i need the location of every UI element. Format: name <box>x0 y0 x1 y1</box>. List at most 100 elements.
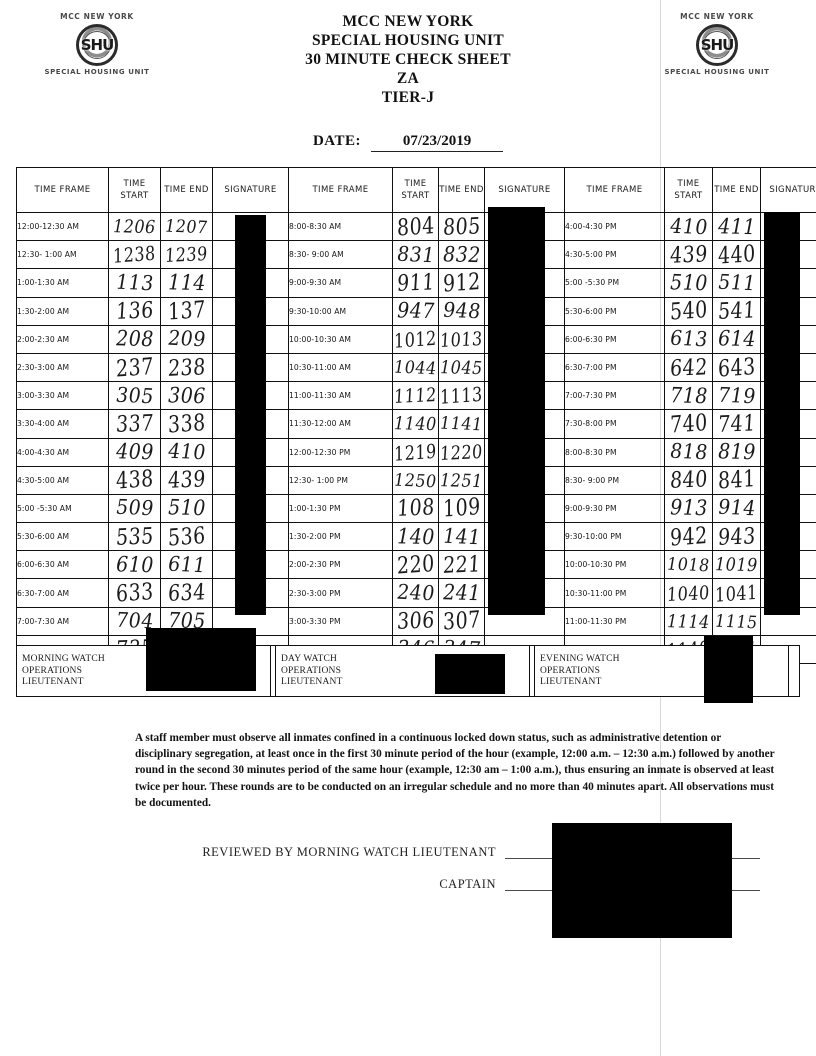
cell-time-end-2[interactable]: 1013 <box>438 324 485 354</box>
cell-time-start-3[interactable]: 439 <box>664 240 713 270</box>
cell-time-end-1[interactable]: 410 <box>160 437 213 467</box>
cell-time-end-1[interactable]: 306 <box>160 381 213 411</box>
cell-time-end-3[interactable]: 719 <box>712 381 761 411</box>
cell-time-start-1[interactable]: 113 <box>108 268 161 298</box>
cell-time-start-3[interactable]: 942 <box>664 522 713 551</box>
cell-time-start-1[interactable]: 633 <box>108 578 161 608</box>
cell-time-start-3[interactable]: 718 <box>664 381 713 411</box>
cell-time-end-2[interactable]: 221 <box>438 550 485 580</box>
cell-time-end-1[interactable]: 439 <box>160 465 213 495</box>
cell-time-start-3[interactable]: 1040 <box>664 578 713 608</box>
cell-time-end-3[interactable]: 1019 <box>712 550 761 580</box>
cell-time-start-2[interactable]: 306 <box>392 606 439 636</box>
cell-time-end-1[interactable]: 536 <box>160 522 213 551</box>
cell-time-end-1[interactable]: 238 <box>160 352 213 383</box>
cell-time-start-3[interactable]: 1018 <box>664 550 713 580</box>
cell-time-end-3[interactable]: 614 <box>712 324 761 354</box>
cell-time-start-1[interactable]: 305 <box>108 381 161 411</box>
cell-time-end-3[interactable]: 914 <box>712 493 761 524</box>
cell-time-start-3[interactable]: 818 <box>664 437 713 467</box>
cell-time-start-2[interactable]: 1219 <box>392 437 439 467</box>
handwritten-time-start: 113 <box>113 270 156 296</box>
cell-time-start-2[interactable]: 1112 <box>392 381 439 411</box>
cell-time-start-2[interactable]: 240 <box>392 578 439 608</box>
cell-time-start-3[interactable]: 642 <box>664 352 713 383</box>
cell-time-end-1[interactable]: 634 <box>160 578 213 608</box>
cell-time-end-1[interactable]: 1207 <box>160 211 213 242</box>
cell-time-end-2[interactable]: 912 <box>438 268 485 298</box>
cell-time-start-2[interactable]: 911 <box>392 268 439 298</box>
cell-time-end-2[interactable]: 307 <box>438 606 485 636</box>
cell-time-end-1[interactable]: 114 <box>160 268 213 298</box>
cell-time-end-2[interactable]: 141 <box>438 522 485 552</box>
cell-time-end-3[interactable]: 1041 <box>712 578 761 608</box>
cell-time-start-1[interactable]: 535 <box>108 522 161 552</box>
handwritten-time-end: 841 <box>717 465 756 496</box>
cell-time-end-2[interactable]: 1113 <box>438 381 485 411</box>
cell-time-start-3[interactable]: 613 <box>664 324 713 354</box>
cell-time-end-2[interactable]: 948 <box>438 296 485 326</box>
cell-time-start-1[interactable]: 208 <box>108 324 161 354</box>
cell-time-start-2[interactable]: 1012 <box>392 324 439 354</box>
cell-time-frame-1: 3:00-3:30 AM <box>16 381 109 411</box>
redaction-bar-signature-2 <box>488 207 545 615</box>
cell-time-start-2[interactable]: 831 <box>392 240 439 270</box>
cell-time-end-3[interactable]: 819 <box>712 437 761 467</box>
cell-time-start-1[interactable]: 136 <box>108 296 161 326</box>
handwritten-time-start: 818 <box>667 439 710 465</box>
cell-time-end-3[interactable]: 440 <box>712 240 761 270</box>
table-row: 1:30-2:00 AM 136 137 9:30-10:00 AM 947 948 5:3… <box>16 296 816 326</box>
cell-time-end-1[interactable]: 338 <box>160 409 213 439</box>
cell-time-end-2[interactable]: 832 <box>438 240 485 270</box>
title-line-3: 30 MINUTE CHECK SHEET <box>305 51 511 68</box>
cell-time-end-2[interactable]: 1251 <box>438 465 485 495</box>
cell-time-end-3[interactable]: 1115 <box>712 606 761 636</box>
cell-time-end-3[interactable]: 943 <box>712 522 761 552</box>
cell-time-start-3[interactable]: 840 <box>664 465 713 495</box>
handwritten-time-end: 948 <box>440 298 483 324</box>
cell-time-end-2[interactable]: 1220 <box>438 437 485 467</box>
cell-time-end-1[interactable]: 1239 <box>160 240 213 270</box>
cell-time-start-1[interactable]: 1238 <box>108 240 161 270</box>
cell-time-start-1[interactable]: 438 <box>108 465 161 496</box>
cell-time-start-3[interactable]: 410 <box>664 211 713 242</box>
cell-time-start-2[interactable]: 804 <box>392 212 439 241</box>
cell-time-start-2[interactable]: 947 <box>392 296 439 326</box>
cell-time-frame-2: 9:00-9:30 AM <box>288 268 393 298</box>
cell-time-end-1[interactable]: 209 <box>160 324 213 354</box>
cell-time-start-2[interactable]: 1140 <box>392 409 439 439</box>
cell-time-start-1[interactable]: 337 <box>108 409 161 439</box>
cell-time-start-3[interactable]: 540 <box>664 296 713 326</box>
cell-time-end-2[interactable]: 109 <box>438 494 485 523</box>
cell-time-end-3[interactable]: 411 <box>712 211 761 242</box>
cell-time-start-1[interactable]: 409 <box>108 437 161 467</box>
cell-time-end-1[interactable]: 611 <box>160 550 213 580</box>
cell-time-start-1[interactable]: 610 <box>108 550 161 580</box>
cell-time-end-2[interactable]: 805 <box>438 211 485 242</box>
cell-time-start-2[interactable]: 1250 <box>392 465 439 495</box>
cell-time-start-1[interactable]: 509 <box>108 493 161 524</box>
cell-time-start-3[interactable]: 1114 <box>664 606 713 636</box>
cell-time-start-2[interactable]: 108 <box>392 493 439 524</box>
cell-time-end-3[interactable]: 541 <box>712 296 761 326</box>
cell-time-end-3[interactable]: 511 <box>712 268 761 298</box>
cell-time-start-2[interactable]: 140 <box>392 522 439 552</box>
cell-time-end-3[interactable]: 643 <box>712 353 761 382</box>
cell-time-start-3[interactable]: 510 <box>664 268 713 298</box>
cell-time-start-2[interactable]: 220 <box>392 550 439 580</box>
cell-time-end-3[interactable]: 841 <box>712 465 761 496</box>
cell-time-end-1[interactable]: 137 <box>160 296 213 326</box>
cell-time-end-2[interactable]: 241 <box>438 578 485 608</box>
cell-time-start-2[interactable]: 1044 <box>392 352 439 383</box>
cell-time-end-1[interactable]: 510 <box>160 493 213 524</box>
cell-time-start-1[interactable]: 1206 <box>108 211 161 242</box>
cell-time-start-3[interactable]: 740 <box>664 409 713 439</box>
cell-time-end-2[interactable]: 1141 <box>438 409 485 439</box>
cell-time-end-2[interactable]: 1045 <box>438 352 485 383</box>
cell-time-start-1[interactable]: 237 <box>108 353 161 382</box>
cell-time-start-3[interactable]: 913 <box>664 493 713 524</box>
cell-time-end-3[interactable]: 741 <box>712 409 761 439</box>
handwritten-time-start: 438 <box>115 465 154 496</box>
date-value[interactable]: 07/23/2019 <box>371 133 504 152</box>
cell-time-frame-1: 5:00 -5:30 AM <box>16 493 109 524</box>
